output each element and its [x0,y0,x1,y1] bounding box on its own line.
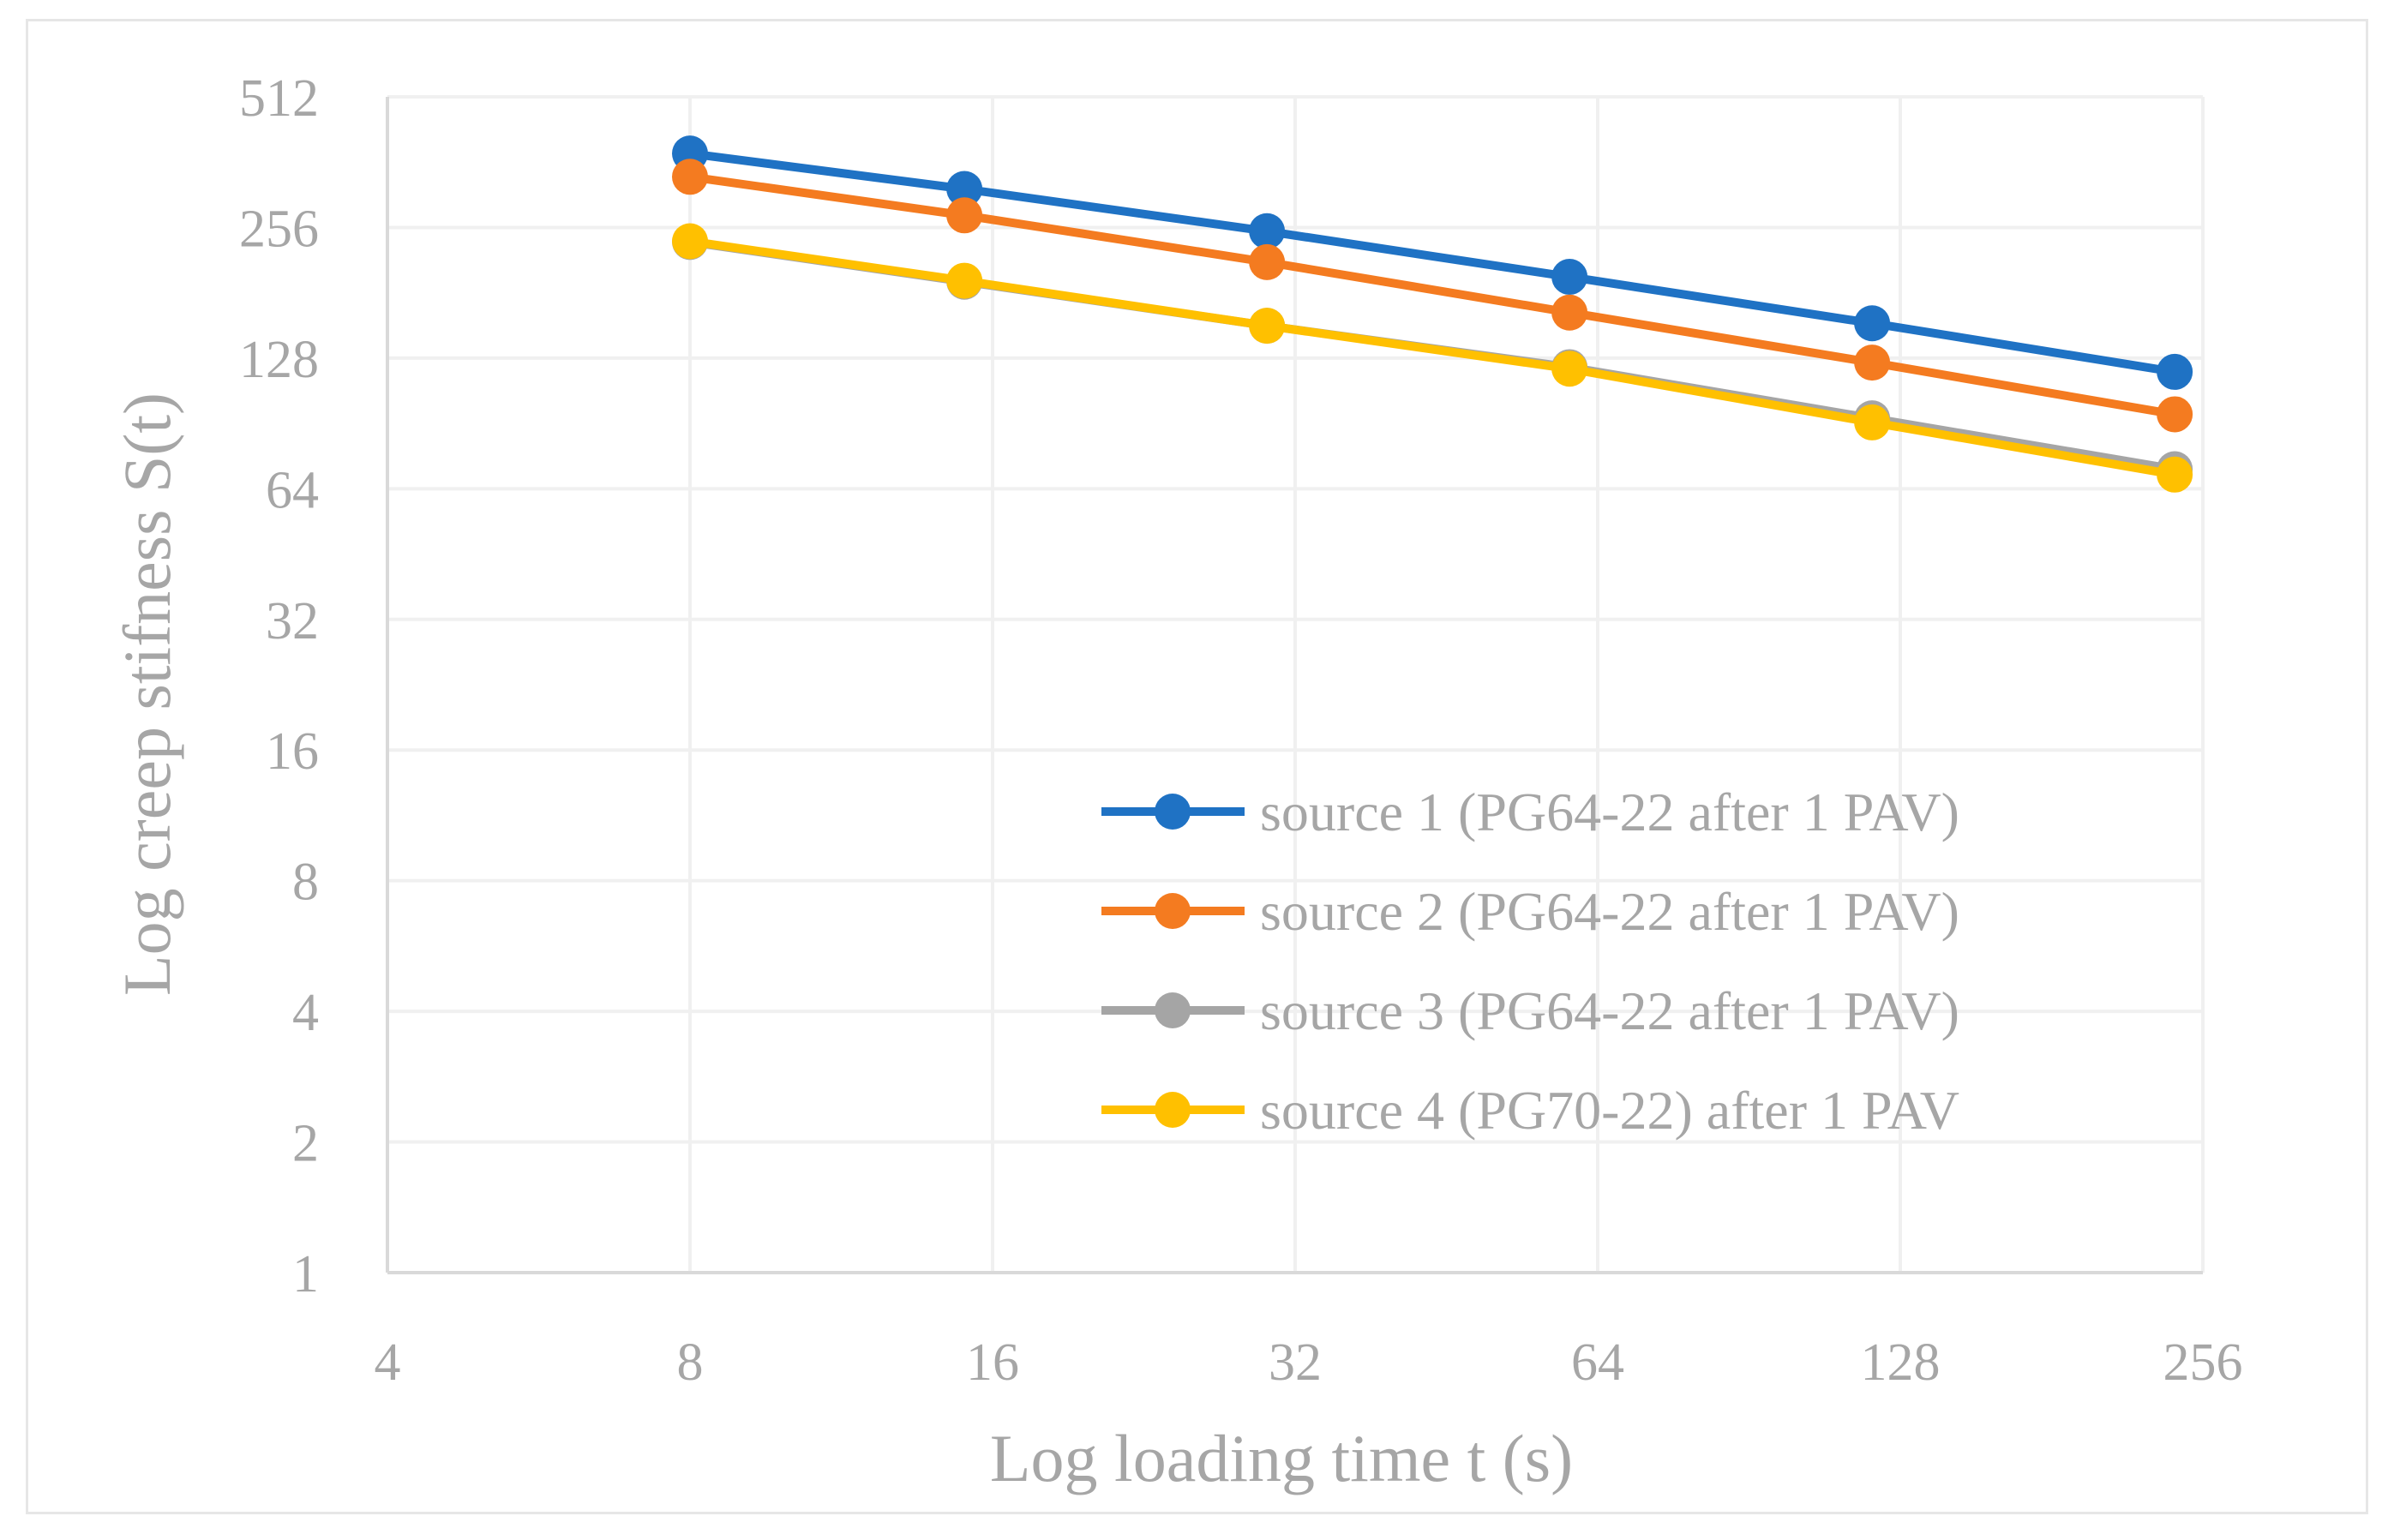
series-1 [672,135,2193,390]
data-point [1551,294,1588,331]
data-point [1854,404,1891,440]
y-tick-label: 64 [266,461,319,519]
series-group [672,135,2193,493]
x-tick-label: 64 [1571,1333,1624,1392]
x-tick-label: 8 [677,1333,704,1392]
data-point [1249,243,1286,280]
series-line [689,172,2175,419]
x-tick-label: 32 [1269,1333,1322,1392]
series-line [689,237,2175,479]
data-point [946,171,983,207]
data-point [1551,259,1588,296]
data-point [1854,305,1891,342]
legend: source 1 (PG64-22 after 1 PAV) source 2 (… [1101,782,1959,1141]
data-point [1249,213,1286,249]
data-point [1551,351,1588,387]
legend-label: source 3 (PG64-22 after 1 PAV) [1260,980,1959,1041]
x-axis-title: Log loading time t (s) [990,1421,1573,1495]
legend-marker [1155,794,1191,830]
y-tick-label: 4 [292,984,319,1042]
data-point [2157,353,2193,390]
series-line [689,149,2175,376]
legend-label: source 2 (PG64-22 after 1 PAV) [1260,881,1959,942]
series-3 [672,224,2193,488]
series-4 [672,223,2193,493]
y-tick-label: 256 [239,200,319,258]
y-tick-label: 32 [266,592,319,650]
tick-labels: 1 2 4 8 16 32 64 128 256 512 4 8 16 32 64 128 256 [239,69,2243,1392]
data-point [672,223,708,260]
legend-marker [1155,1092,1191,1128]
chart-frame [26,19,2368,1514]
y-tick-label: 2 [292,1115,319,1173]
series-2 [672,159,2193,433]
y-tick-label: 128 [239,331,319,389]
data-point [672,159,708,195]
grid-lines [387,95,2205,1273]
axes [386,97,2203,1274]
data-point [2157,456,2193,493]
x-tick-label: 4 [375,1333,401,1392]
y-tick-label: 16 [266,722,319,781]
x-tick-label: 256 [2163,1333,2243,1392]
y-tick-label: 1 [292,1245,319,1303]
legend-marker [1155,893,1191,929]
data-point [2157,396,2193,433]
y-tick-label: 512 [239,69,319,128]
x-tick-label: 16 [966,1333,1019,1392]
y-axis-title: Log creep stifness S(t) [110,392,184,996]
legend-label: source 1 (PG64-22 after 1 PAV) [1260,782,1959,842]
legend-label: source 4 (PG70-22) after 1 PAV [1260,1080,1959,1141]
data-point [946,197,983,234]
legend-item-2: source 2 (PG64-22 after 1 PAV) [1101,881,1959,942]
legend-marker [1155,992,1191,1028]
data-point [946,262,983,299]
legend-item-3: source 3 (PG64-22 after 1 PAV) [1101,980,1959,1041]
legend-item-1: source 1 (PG64-22 after 1 PAV) [1101,782,1959,842]
y-tick-label: 8 [292,854,319,912]
data-point [1249,308,1286,345]
data-point [1854,345,1891,381]
legend-item-4: source 4 (PG70-22) after 1 PAV [1101,1080,1959,1141]
x-tick-label: 128 [1861,1333,1941,1392]
